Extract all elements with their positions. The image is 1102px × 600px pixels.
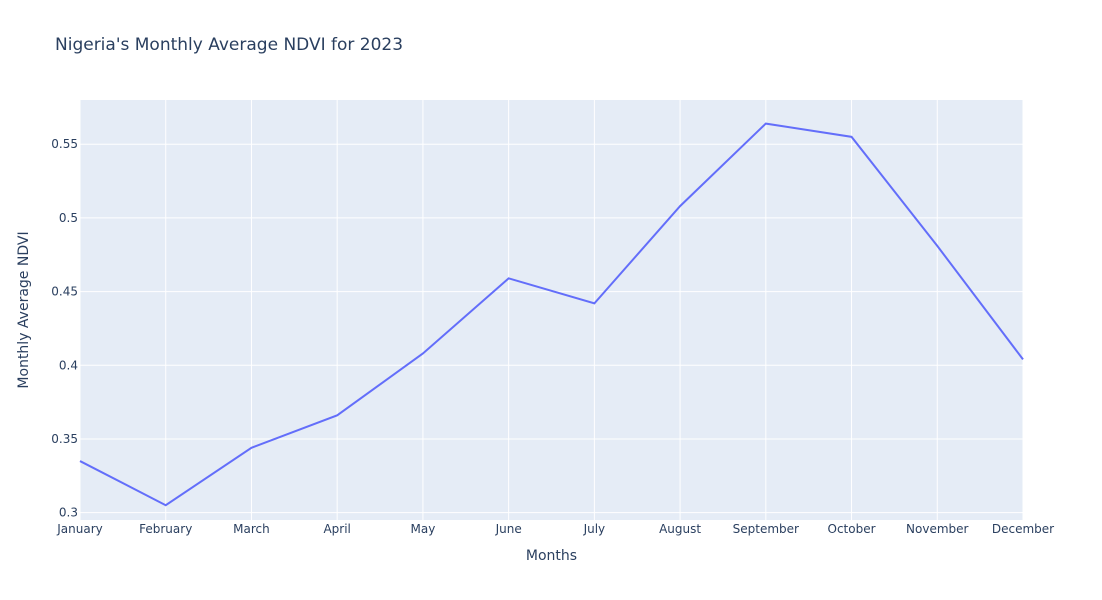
x-tick-label: April xyxy=(323,522,350,536)
x-tick-label: August xyxy=(659,522,701,536)
x-tick-label: March xyxy=(233,522,270,536)
x-tick-label: May xyxy=(411,522,436,536)
chart-title: Nigeria's Monthly Average NDVI for 2023 xyxy=(55,35,403,55)
y-tick-label: 0.45 xyxy=(51,285,78,299)
x-tick-label: October xyxy=(828,522,876,536)
x-axis-title: Months xyxy=(526,548,577,564)
x-tick-label: June xyxy=(495,522,522,536)
x-tick-label: July xyxy=(583,522,606,536)
plot-area xyxy=(80,100,1023,520)
y-axis-ticks: 0.3 0.35 0.4 0.45 0.5 0.55 xyxy=(51,137,78,519)
x-tick-label: November xyxy=(906,522,968,536)
y-axis-title: Monthly Average NDVI xyxy=(16,231,32,388)
y-tick-label: 0.35 xyxy=(51,432,78,446)
x-tick-label: September xyxy=(733,522,799,536)
series-line xyxy=(79,122,1024,507)
y-tick-label: 0.5 xyxy=(59,211,78,225)
data-points xyxy=(79,123,1024,506)
grid-lines xyxy=(79,100,1024,520)
x-tick-label: January xyxy=(56,522,103,536)
x-tick-label: February xyxy=(139,522,192,536)
y-tick-label: 0.4 xyxy=(59,358,78,372)
x-tick-label: December xyxy=(992,522,1054,536)
y-tick-label: 0.55 xyxy=(51,137,78,151)
y-tick-label: 0.3 xyxy=(59,506,78,520)
x-axis-ticks: January February March April May June July Augu… xyxy=(56,522,1054,536)
